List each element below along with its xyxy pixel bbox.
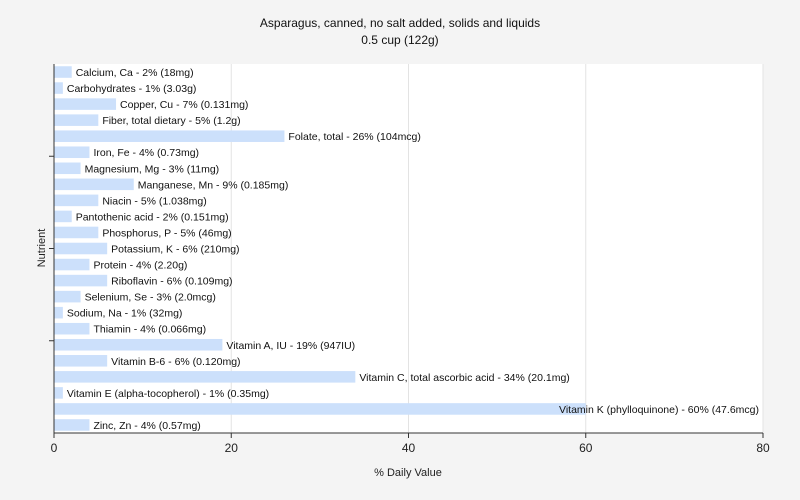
bar-label: Zinc, Zn - 4% (0.57mg) [93,420,200,432]
bar [54,387,63,399]
bar [54,130,285,142]
bar [54,322,90,335]
bar-label: Magnesium, Mg - 3% (11mg) [85,163,220,175]
bar [54,371,356,383]
bar [54,290,81,303]
bar-label: Vitamin B-6 - 6% (0.120mg) [111,356,240,368]
x-tick-label: 20 [225,441,239,455]
x-tick-label: 40 [402,441,416,455]
bar-label: Folate, total - 26% (104mcg) [288,131,420,143]
bar-label: Vitamin A, IU - 19% (947IU) [226,340,355,352]
plot-area: Calcium, Ca - 2% (18mg) Carbohydrates - 1… [49,64,770,455]
bars [54,66,586,431]
x-tick-label: 80 [756,441,770,455]
bar [54,66,72,78]
bar [54,338,223,351]
bar [54,306,63,319]
bar-label: Niacin - 5% (1.038mg) [102,195,206,207]
bar [54,242,108,255]
bar-label: Thiamin - 4% (0.066mg) [93,324,206,336]
x-tick-label: 60 [579,441,593,455]
x-axis-ticks: 0 20 40 60 80 [51,433,770,455]
bar-label: Fiber, total dietary - 5% (1.2g) [102,115,240,127]
bar [54,226,99,239]
bar [54,258,90,271]
bar [54,162,81,175]
bar-label: Riboflavin - 6% (0.109mg) [111,276,232,288]
chart-subtitle: 0.5 cup (122g) [361,33,438,47]
bar-label: Vitamin C, total ascorbic acid - 34% (20… [359,372,569,384]
bar [54,114,99,126]
bar [54,274,108,287]
bar-label: Pantothenic acid - 2% (0.151mg) [76,211,229,223]
bar-labels: Calcium, Ca - 2% (18mg) Carbohydrates - 1… [67,67,759,432]
bar-label: Protein - 4% (2.20g) [93,260,187,272]
bar [54,98,117,110]
bar-label: Phosphorus, P - 5% (46mg) [102,227,231,239]
bar-label: Potassium, K - 6% (210mg) [111,244,239,256]
bar [54,82,63,94]
bar-label: Carbohydrates - 1% (3.03g) [67,83,197,95]
bar-label: Iron, Fe - 4% (0.73mg) [93,147,199,159]
bar [54,178,134,191]
y-axis-title: Nutrient [36,229,48,268]
bar-label: Manganese, Mn - 9% (0.185mg) [138,179,289,191]
x-axis-title: % Daily Value [374,467,442,479]
bar [54,210,72,223]
bar-label: Vitamin E (alpha-tocopherol) - 1% (0.35m… [67,388,269,400]
bar [54,419,90,431]
bar-label: Copper, Cu - 7% (0.131mg) [120,99,248,111]
bar [54,146,90,159]
chart-title: Asparagus, canned, no salt added, solids… [260,16,540,30]
bar [54,194,99,207]
bar [54,355,108,367]
bar-label: Selenium, Se - 3% (2.0mcg) [85,292,216,304]
bar [54,403,586,415]
x-tick-label: 0 [51,441,58,455]
bar-label: Sodium, Na - 1% (32mg) [67,308,183,320]
bar-label: Vitamin K (phylloquinone) - 60% (47.6mcg… [559,404,759,416]
bar-label: Calcium, Ca - 2% (18mg) [76,67,194,79]
